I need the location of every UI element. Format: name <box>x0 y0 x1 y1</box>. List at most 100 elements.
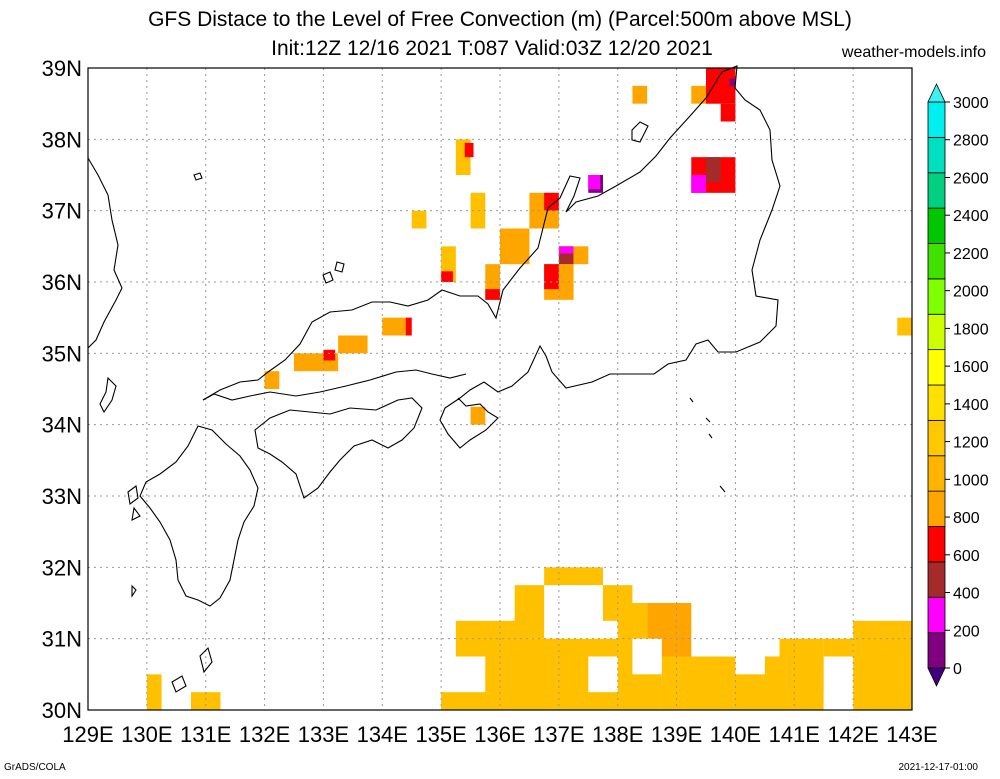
field-cell <box>706 157 721 183</box>
colorbar-label: 3000 <box>953 95 989 112</box>
latitude-label: 37N <box>42 199 82 224</box>
field-cell <box>853 620 912 710</box>
shikoku-coastline <box>254 397 423 499</box>
colorbar-swatch <box>927 278 946 315</box>
field-cell <box>729 78 736 86</box>
field-cell <box>691 175 706 193</box>
colorbar-label: 0 <box>953 661 962 678</box>
field-cell <box>544 192 559 211</box>
goto-islands <box>127 485 141 521</box>
field-cell <box>897 317 912 336</box>
longitude-label: 130E <box>121 722 172 747</box>
latitude-label: 39N <box>42 56 82 81</box>
colorbar-label: 1600 <box>953 359 989 376</box>
korea-coastline <box>87 157 123 349</box>
field-cell <box>146 674 162 710</box>
field-cell <box>405 317 412 336</box>
longitude-label: 135E <box>415 722 466 747</box>
latitude-label: 36N <box>42 270 82 295</box>
colorbar-max-arrow <box>927 83 946 103</box>
latitude-label: 33N <box>42 484 82 509</box>
field-cell <box>500 228 530 265</box>
longitude-label: 129E <box>62 722 113 747</box>
colorbar-swatch <box>927 455 946 492</box>
field-gap <box>588 656 618 693</box>
field-cell <box>338 335 368 354</box>
lat-lon-grid <box>88 68 912 710</box>
colorbar-swatch <box>927 526 946 563</box>
field-gap <box>823 656 854 710</box>
colorbar-label: 400 <box>953 586 980 603</box>
colorbar-label: 1000 <box>953 472 989 489</box>
tanegashima-island <box>171 675 187 693</box>
colorbar-swatch <box>927 243 946 280</box>
longitude-label: 133E <box>298 722 349 747</box>
longitude-label: 136E <box>474 722 525 747</box>
yakushima-island <box>199 646 213 674</box>
koshiki-island <box>131 584 137 598</box>
longitude-label: 143E <box>886 722 937 747</box>
software-credit: GrADS/COLA <box>4 762 66 773</box>
map-subtitle: Init:12Z 12/16 2021 T:087 Valid:03Z 12/2… <box>271 37 713 60</box>
source-site: weather-models.info <box>841 44 986 61</box>
longitude-labels: 129E 130E 131E 132E 133E 134E 135E 136E 137E 138E… <box>62 722 937 747</box>
colorbar-swatch <box>927 419 946 457</box>
sado-island <box>631 121 649 143</box>
latitude-label: 31N <box>42 627 82 652</box>
colorbar-min-arrow <box>927 667 946 687</box>
field-cell <box>779 638 824 710</box>
longitude-label: 134E <box>357 722 408 747</box>
longitude-label: 142E <box>827 722 878 747</box>
colorbar-label: 2000 <box>953 284 989 301</box>
colorbar-label: 800 <box>953 510 980 527</box>
colorbar-swatch <box>927 101 946 138</box>
field-cell <box>264 371 280 389</box>
field-cell <box>411 210 427 229</box>
field-cell <box>382 317 412 336</box>
colorbar-label: 2400 <box>953 208 989 225</box>
latitude-label: 35N <box>42 341 82 366</box>
colorbar-label: 2200 <box>953 246 989 263</box>
colorbar-swatch <box>927 561 946 598</box>
colorbar-swatch <box>927 172 946 209</box>
colorbar-swatch <box>927 384 946 421</box>
field-cell <box>470 192 486 229</box>
field-cell <box>470 406 486 425</box>
field-cell <box>441 271 453 282</box>
field-gap <box>735 638 765 675</box>
field-cell <box>464 142 474 158</box>
honshu-coastline <box>202 65 781 449</box>
field-cell <box>588 175 601 190</box>
colorbar-swatch <box>927 136 946 174</box>
colorbar-swatch <box>927 632 946 669</box>
colorbar-label: 1200 <box>953 435 989 452</box>
field-cell <box>485 289 500 300</box>
field-cell <box>323 349 336 361</box>
colorbar-swatch <box>927 490 946 527</box>
latitude-label: 38N <box>42 127 82 152</box>
field-cell <box>720 103 736 122</box>
field-cell <box>191 692 221 710</box>
latitude-label: 32N <box>42 555 82 580</box>
colorbar-label: 1800 <box>953 321 989 338</box>
colorbar-label: 2800 <box>953 133 989 150</box>
longitude-label: 137E <box>533 722 584 747</box>
field-cell <box>632 85 648 104</box>
field-gap <box>544 585 603 639</box>
izu-islands <box>689 397 726 493</box>
field-gap <box>632 638 662 675</box>
field-cell <box>558 246 574 254</box>
longitude-label: 138E <box>592 722 643 747</box>
map-title: GFS Distace to the Level of Free Convect… <box>148 8 852 31</box>
colorbar-label: 1400 <box>953 397 989 414</box>
colorbar-swatch <box>927 349 946 386</box>
coastline-layer <box>87 65 781 693</box>
map-frame <box>87 67 913 711</box>
colorbar-label: 200 <box>953 623 980 640</box>
latitude-label: 30N <box>42 698 82 723</box>
colorbar: 3000280026002400220020001800160014001200… <box>927 83 989 687</box>
longitude-label: 141E <box>769 722 820 747</box>
colorbar-label: 600 <box>953 548 980 565</box>
longitude-label: 140E <box>710 722 761 747</box>
